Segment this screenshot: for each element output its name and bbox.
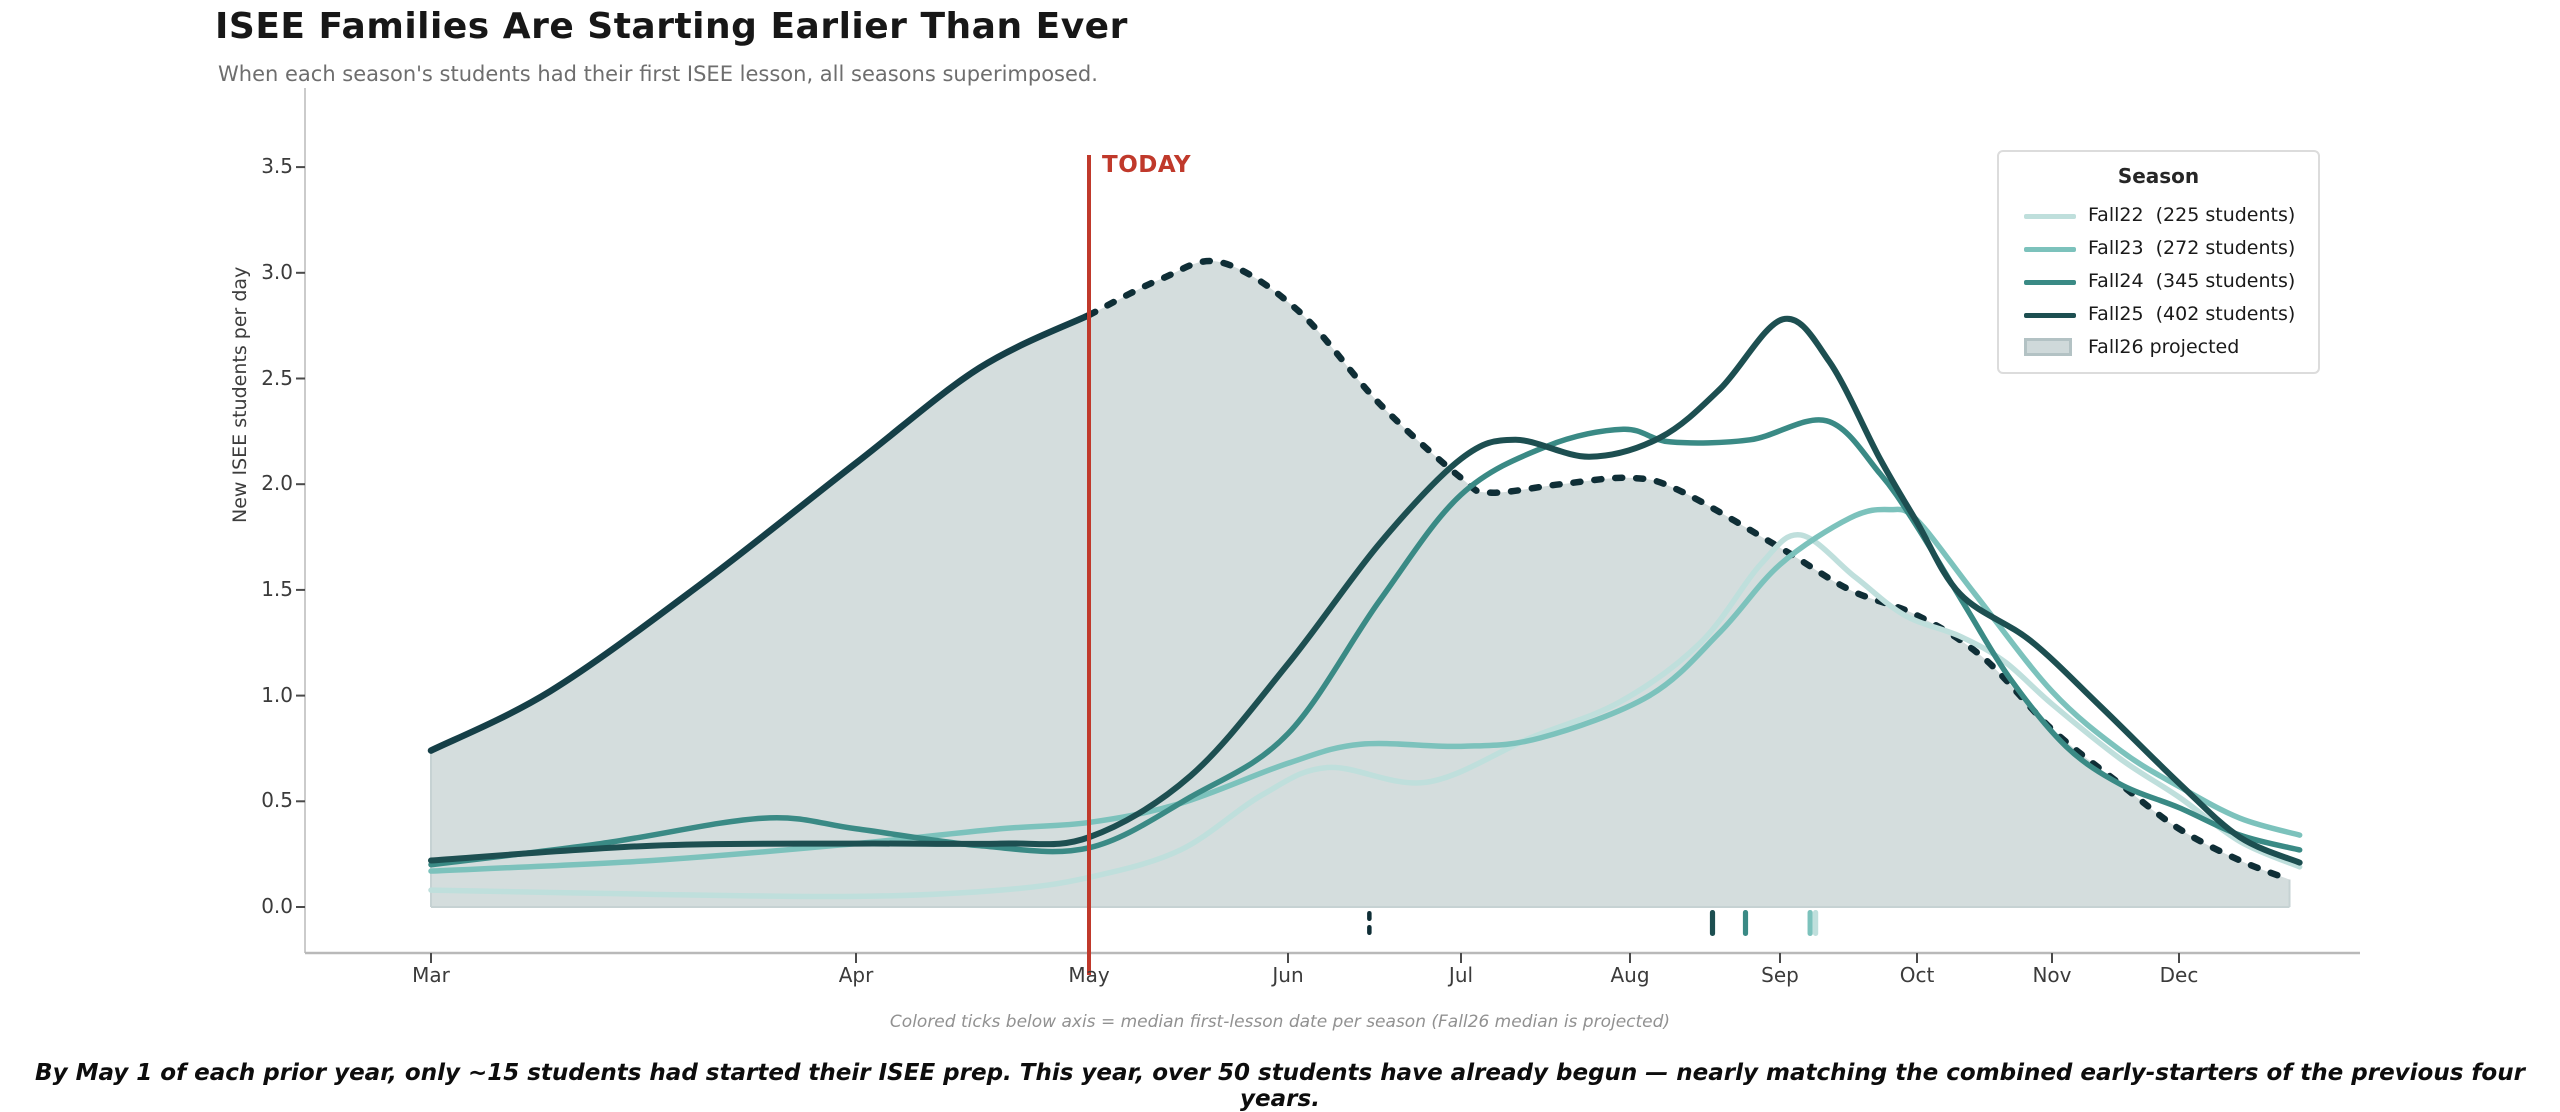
page-title: ISEE Families Are Starting Earlier Than … — [215, 6, 1128, 47]
y-tick-label: 2.5 — [261, 365, 293, 390]
x-tick-label-aug: Aug — [1610, 963, 1650, 987]
x-tick-label-apr: Apr — [838, 963, 874, 987]
y-tick-label: 0.0 — [261, 894, 293, 918]
legend-entry-fall25: Fall25 (402 students) — [1999, 301, 2318, 331]
legend-swatch — [2024, 214, 2076, 219]
legend-label: Fall25 (402 students) — [2088, 303, 2296, 325]
x-tick-label-sep: Sep — [1761, 963, 1799, 987]
x-tick-label-jul: Jul — [1448, 963, 1474, 987]
legend-label: Fall26 projected — [2088, 336, 2240, 358]
legend: Season Fall22 (225 students) Fall23 (272 … — [1997, 150, 2320, 374]
legend-swatch — [2024, 338, 2072, 356]
page-subtitle: When each season's students had their fi… — [218, 62, 1098, 86]
median-tick-fall23 — [1807, 910, 1813, 936]
median-tick-fall22 — [1813, 910, 1819, 936]
y-tick-label: 1.5 — [261, 576, 293, 601]
legend-entry-fall24: Fall24 (345 students) — [1999, 268, 2318, 298]
median-tick-fall25 — [1709, 910, 1716, 936]
fall26-projected-area — [431, 261, 2290, 908]
legend-entry-fall22: Fall22 (225 students) — [1999, 202, 2318, 232]
y-tick-label: 0.5 — [261, 788, 293, 813]
today-annotation: TODAY — [1102, 152, 1192, 178]
x-tick-label-jun: Jun — [1272, 963, 1304, 987]
y-tick-label: 3.5 — [261, 154, 293, 179]
fall25-curve — [428, 315, 2303, 866]
median-tick-dashed — [1367, 925, 1372, 935]
legend-swatch — [2024, 247, 2076, 252]
legend-title: Season — [2117, 164, 2200, 188]
legend-entry-fall26: Fall26 projected — [1999, 334, 2318, 364]
x-tick-label-dec: Dec — [2159, 963, 2199, 987]
legend-label: Fall23 (272 students) — [2088, 237, 2296, 259]
bottom-note: By May 1 of each prior year, only ~15 st… — [35, 1060, 2525, 1112]
fall22-curve — [428, 532, 2303, 900]
legend-label: Fall22 (225 students) — [2088, 204, 2296, 226]
median-tick-dashed — [1367, 911, 1372, 921]
x-tick-label-oct: Oct — [1899, 963, 1935, 987]
x-tick-label-nov: Nov — [2032, 963, 2072, 987]
y-tick-label: 2.0 — [261, 471, 293, 496]
legend-label: Fall24 (345 students) — [2088, 270, 2296, 292]
legend-swatch — [2024, 313, 2076, 318]
x-tick-label-may: May — [1068, 963, 1110, 987]
y-tick-label: 3.0 — [261, 259, 293, 284]
legend-entry-fall23: Fall23 (272 students) — [1999, 235, 2318, 265]
legend-swatch — [2024, 280, 2076, 285]
x-tick-label-mar: Mar — [412, 963, 450, 987]
fall24-curve — [428, 417, 2303, 868]
fall23-curve — [428, 506, 2303, 874]
median-tick-fall24 — [1742, 910, 1749, 936]
axis-caption: Colored ticks below axis = median first-… — [889, 1012, 1671, 1032]
y-tick-label: 1.0 — [261, 682, 293, 707]
fall26-observed-curve — [427, 311, 1093, 754]
